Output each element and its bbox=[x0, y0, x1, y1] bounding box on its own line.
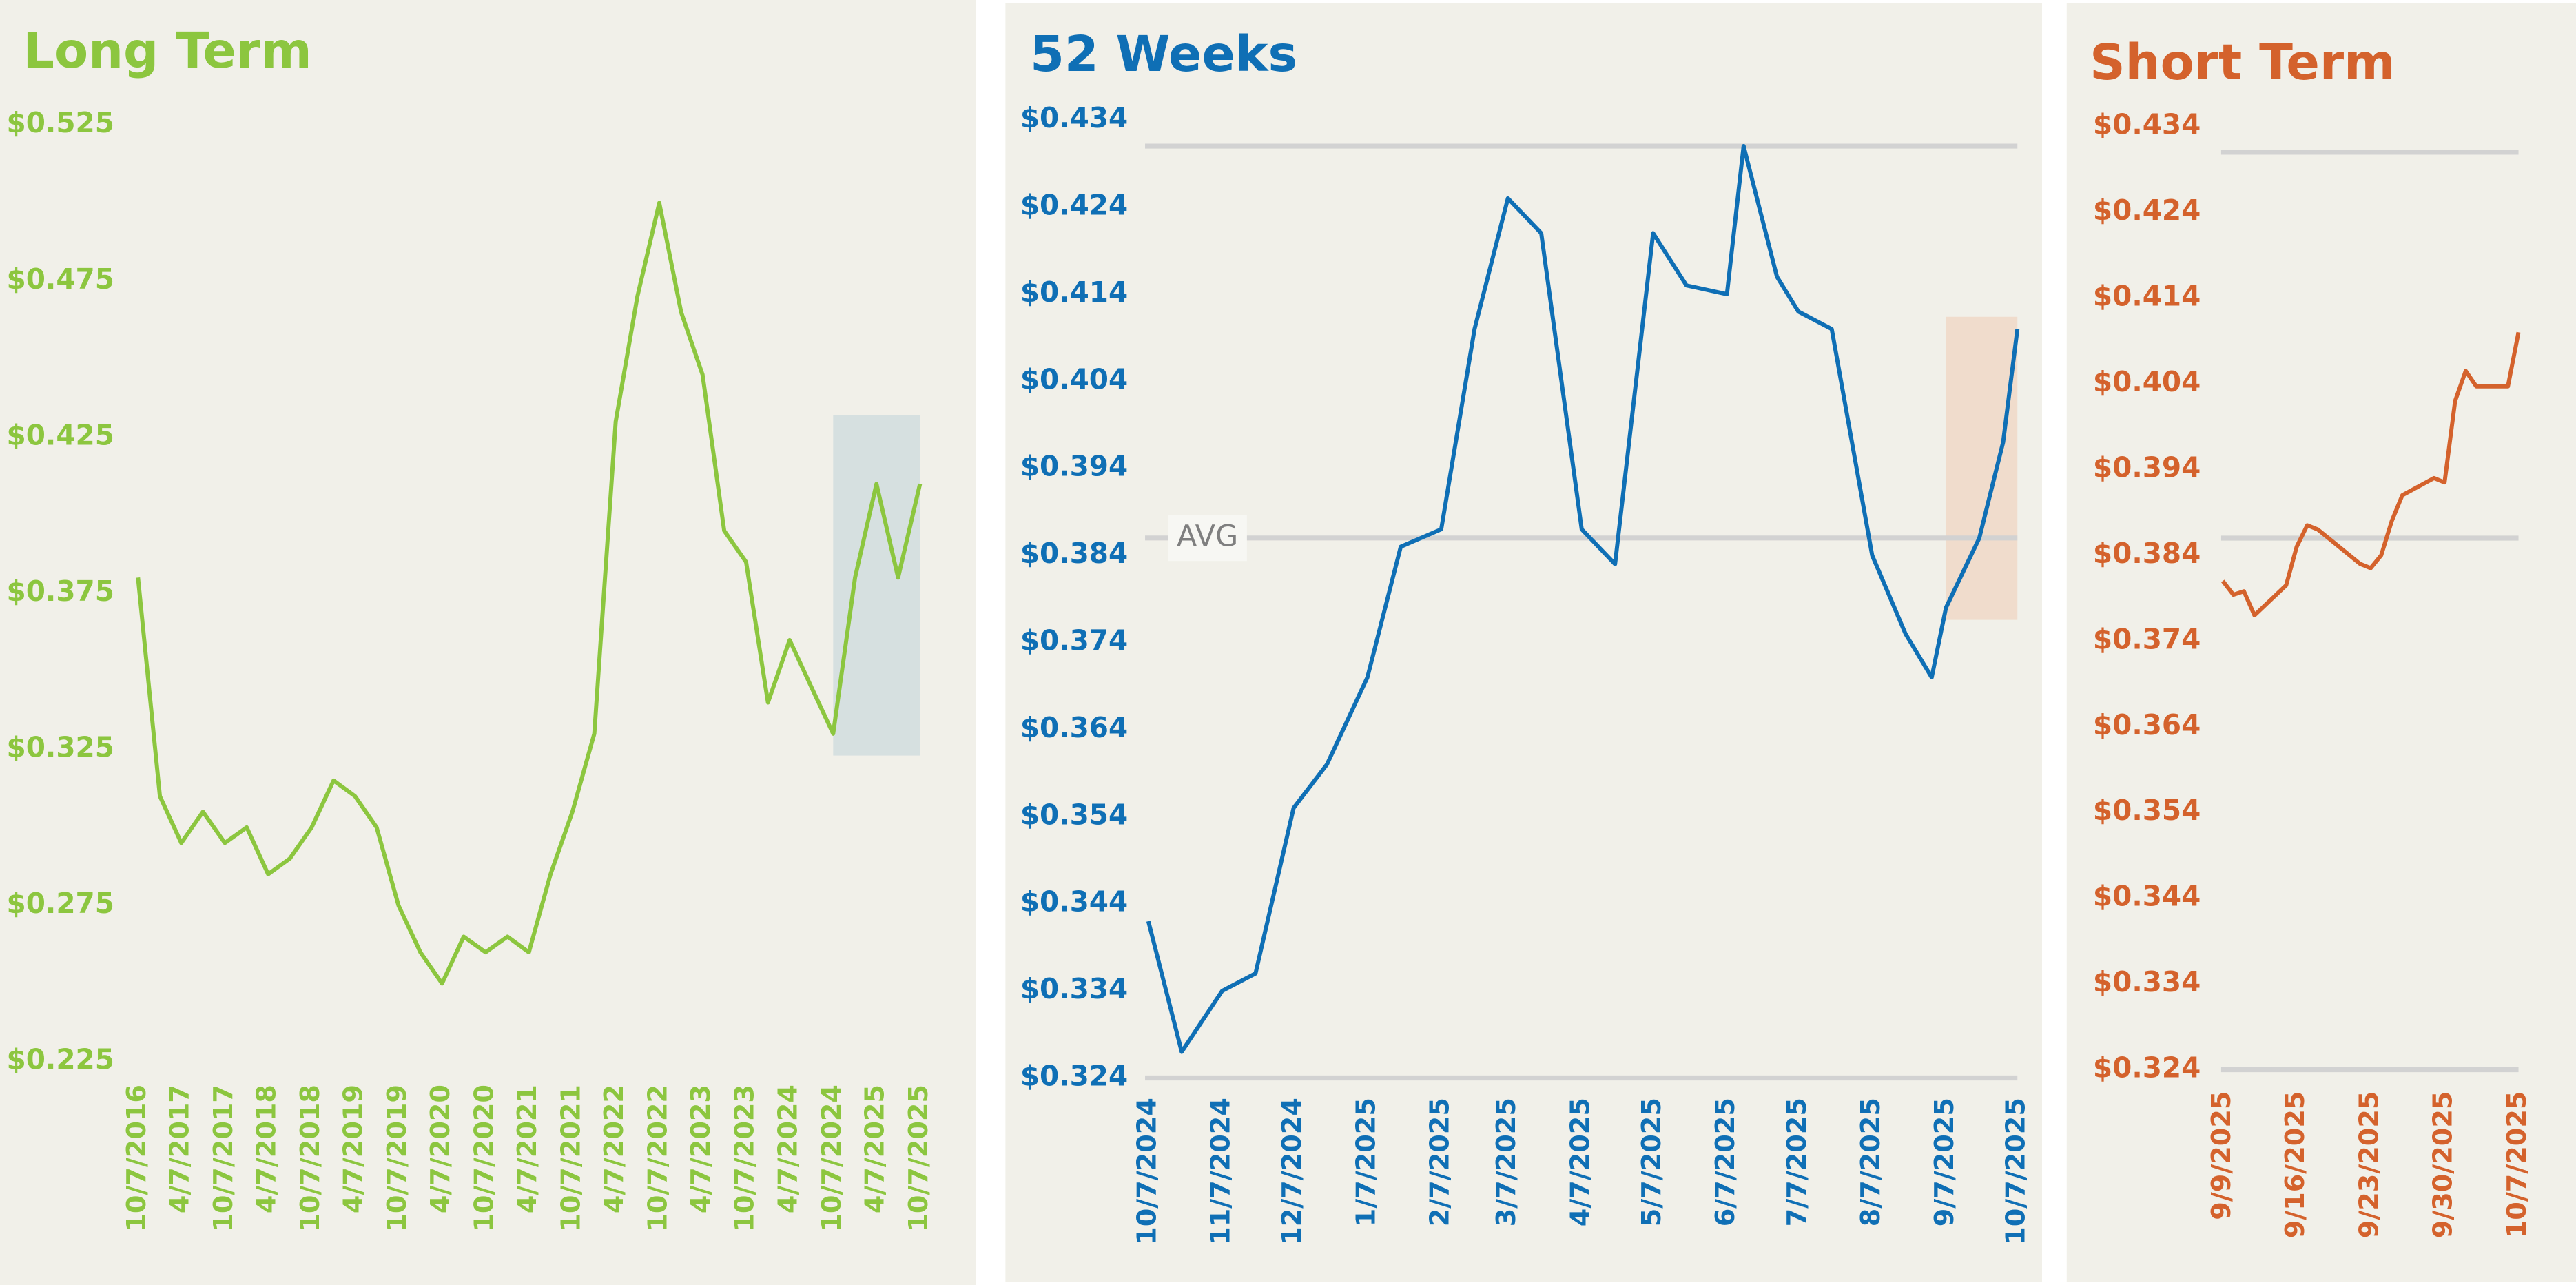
y-tick-label: $0.475 bbox=[7, 263, 114, 296]
x-tick-label: 4/7/2019 bbox=[338, 1084, 369, 1213]
x-tick-label: 4/7/2025 bbox=[860, 1084, 890, 1213]
y-tick-label: $0.374 bbox=[1020, 624, 1128, 657]
y-tick-label: $0.225 bbox=[7, 1043, 114, 1076]
x-tick-label: 10/7/2018 bbox=[295, 1084, 325, 1232]
x-tick-label: 4/7/2023 bbox=[686, 1084, 716, 1213]
y-tick-label: $0.344 bbox=[1020, 885, 1128, 918]
y-tick-label: $0.425 bbox=[7, 418, 114, 451]
y-tick-label: $0.414 bbox=[1020, 276, 1128, 309]
x-tick-label: 10/7/2020 bbox=[468, 1084, 499, 1232]
x-tick-label: 9/7/2025 bbox=[1929, 1098, 1959, 1226]
x-tick-label: 10/7/2023 bbox=[729, 1084, 759, 1232]
x-tick-label: 11/7/2024 bbox=[1205, 1098, 1235, 1245]
y-tick-label: $0.364 bbox=[2093, 708, 2201, 741]
x-tick-label: 4/7/2021 bbox=[512, 1084, 542, 1213]
x-tick-label: 4/7/2022 bbox=[599, 1084, 629, 1213]
x-tick-label: 10/7/2022 bbox=[642, 1084, 672, 1232]
x-tick-label: 4/7/2025 bbox=[1565, 1098, 1595, 1226]
x-tick-label: 4/7/2018 bbox=[251, 1084, 282, 1213]
reference-label-bg bbox=[1168, 515, 1247, 562]
x-tick-label: 1/7/2025 bbox=[1350, 1098, 1381, 1226]
x-tick-label: 8/7/2025 bbox=[1855, 1098, 1886, 1226]
price-line bbox=[2220, 331, 2521, 617]
x-tick-label: 10/7/2024 bbox=[1131, 1098, 1162, 1245]
x-tick-label: 10/7/2024 bbox=[816, 1084, 847, 1232]
x-tick-label: 2/7/2025 bbox=[1424, 1098, 1454, 1226]
y-tick-label: $0.334 bbox=[2093, 965, 2201, 998]
y-tick-label: $0.424 bbox=[1020, 188, 1128, 221]
price-line bbox=[1146, 144, 2020, 1054]
x-tick-label: 10/7/2021 bbox=[555, 1084, 586, 1232]
x-tick-label: 4/7/2020 bbox=[425, 1084, 455, 1213]
y-tick-label: $0.344 bbox=[2093, 880, 2201, 913]
y-tick-label: $0.404 bbox=[2093, 365, 2201, 398]
chart-title: 52 Weeks bbox=[1030, 25, 1297, 83]
x-tick-label: 9/23/2025 bbox=[2353, 1091, 2384, 1239]
y-tick-label: $0.325 bbox=[7, 731, 114, 764]
chart-title: Long Term bbox=[23, 22, 311, 79]
y-tick-label: $0.354 bbox=[2093, 794, 2201, 827]
y-tick-label: $0.384 bbox=[2093, 537, 2201, 570]
x-tick-label: 10/7/2025 bbox=[2502, 1091, 2532, 1239]
x-tick-label: 5/7/2025 bbox=[1636, 1098, 1667, 1226]
y-tick-label: $0.324 bbox=[2093, 1051, 2201, 1084]
y-tick-label: $0.394 bbox=[1020, 450, 1128, 483]
highlight-region bbox=[1946, 316, 2018, 620]
panel bbox=[1005, 3, 2043, 1282]
y-tick-label: $0.424 bbox=[2093, 194, 2201, 227]
x-tick-label: 6/7/2025 bbox=[1710, 1098, 1740, 1226]
y-tick-label: $0.334 bbox=[1020, 972, 1128, 1005]
chart-title: Short Term bbox=[2090, 34, 2395, 91]
y-tick-label: $0.434 bbox=[2093, 108, 2201, 141]
y-tick-label: $0.354 bbox=[1020, 798, 1128, 831]
y-tick-label: $0.394 bbox=[2093, 451, 2201, 484]
y-tick-label: $0.364 bbox=[1020, 711, 1128, 744]
x-tick-label: 9/30/2025 bbox=[2428, 1091, 2458, 1239]
y-tick-label: $0.434 bbox=[1020, 101, 1128, 134]
y-tick-label: $0.324 bbox=[1020, 1059, 1128, 1092]
price-line bbox=[136, 201, 923, 986]
panel bbox=[0, 0, 976, 1285]
reference-label: AVG bbox=[1177, 519, 1238, 553]
x-tick-label: 10/7/2016 bbox=[121, 1084, 152, 1232]
y-tick-label: $0.384 bbox=[1020, 537, 1128, 570]
x-tick-label: 4/7/2024 bbox=[773, 1084, 803, 1213]
x-tick-label: 9/16/2025 bbox=[2280, 1091, 2310, 1239]
y-tick-label: $0.404 bbox=[1020, 362, 1128, 395]
x-tick-label: 4/7/2017 bbox=[165, 1084, 195, 1213]
y-tick-label: $0.375 bbox=[7, 575, 114, 608]
x-tick-label: 12/7/2024 bbox=[1277, 1098, 1307, 1245]
x-tick-label: 9/9/2025 bbox=[2206, 1091, 2236, 1220]
x-tick-label: 3/7/2025 bbox=[1491, 1098, 1521, 1226]
y-tick-label: $0.414 bbox=[2093, 280, 2201, 313]
x-tick-label: 10/7/2019 bbox=[382, 1084, 412, 1232]
y-tick-label: $0.525 bbox=[7, 106, 114, 139]
x-tick-label: 7/7/2025 bbox=[1782, 1098, 1812, 1226]
y-tick-label: $0.275 bbox=[7, 887, 114, 920]
x-tick-label: 10/7/2025 bbox=[903, 1084, 934, 1232]
x-tick-label: 10/7/2017 bbox=[208, 1084, 238, 1232]
highlight-region bbox=[833, 415, 920, 756]
x-tick-label: 10/7/2025 bbox=[2001, 1098, 2031, 1245]
y-tick-label: $0.374 bbox=[2093, 622, 2201, 655]
